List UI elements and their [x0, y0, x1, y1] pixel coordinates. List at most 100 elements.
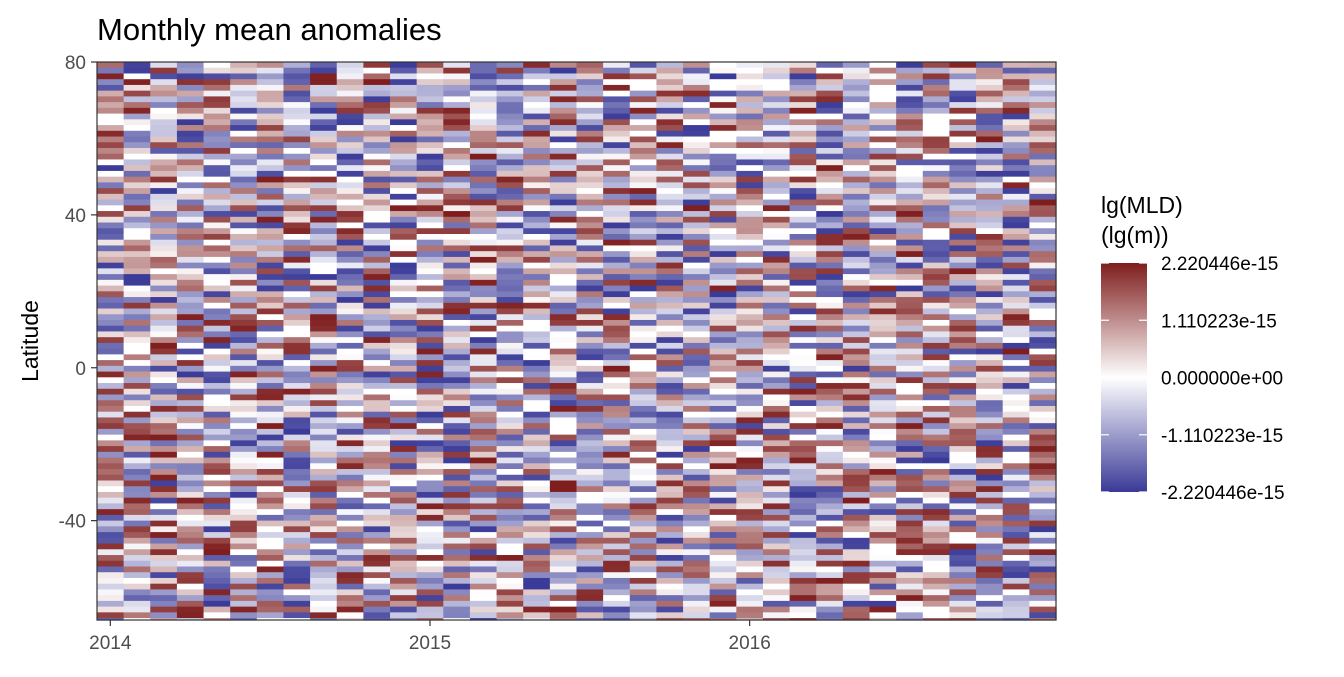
heat-cell [842, 595, 871, 602]
heat-cell [150, 291, 178, 298]
heat-cell [363, 165, 391, 172]
heat-cell [203, 228, 231, 235]
heat-cell [949, 400, 977, 407]
heat-cell [443, 360, 471, 367]
heat-cell [310, 383, 338, 390]
heat-cell [443, 125, 471, 132]
heat-cell [230, 233, 258, 241]
heat-cell [869, 279, 897, 287]
heat-cell [523, 182, 551, 189]
heat-cell [816, 572, 844, 579]
heat-cell [789, 274, 817, 281]
heat-cell [390, 360, 418, 367]
heat-cell [1002, 79, 1030, 86]
heat-cell [922, 405, 951, 413]
heat-cell [896, 73, 924, 80]
heat-cell [1002, 365, 1030, 373]
heat-cell [390, 268, 418, 275]
heat-cell [709, 279, 737, 287]
heat-cell [123, 491, 151, 499]
heat-cell [123, 377, 151, 384]
heat-cell [310, 463, 338, 470]
heat-cell [203, 199, 231, 206]
heat-cell [896, 589, 924, 596]
heat-cell [523, 577, 551, 585]
heat-cell [97, 388, 125, 396]
heat-cell [949, 360, 977, 367]
heat-cell [390, 618, 418, 621]
heat-cell [176, 188, 205, 195]
heat-cell [736, 543, 764, 550]
heat-cell [869, 125, 897, 132]
heat-cell [230, 451, 258, 459]
heat-cell [603, 107, 631, 115]
heat-cell [709, 469, 737, 476]
heat-cell [469, 119, 498, 126]
heat-cell [736, 526, 764, 533]
heat-cell [390, 600, 418, 608]
heat-cell [97, 543, 125, 550]
heat-cell [709, 182, 737, 189]
heat-cell [203, 165, 231, 172]
heat-cell [656, 440, 684, 447]
heat-cell [363, 256, 391, 264]
heat-cell [123, 170, 151, 178]
heat-cell [976, 371, 1004, 378]
heat-cell [230, 245, 258, 252]
heat-cell [709, 222, 737, 229]
heat-cell [443, 233, 471, 241]
heat-cell [736, 130, 764, 138]
heat-cell [230, 520, 258, 527]
heat-cell [150, 491, 178, 499]
heat-cell [363, 474, 391, 482]
heat-cell [203, 423, 231, 430]
heat-cell [603, 463, 631, 470]
heat-cell [256, 62, 285, 69]
heat-cell [443, 480, 471, 487]
heat-cell [922, 595, 951, 602]
heat-cell [709, 67, 737, 75]
heat-cell [416, 606, 444, 613]
heat-cell [762, 491, 791, 499]
heat-cell [922, 463, 951, 470]
heat-cell [603, 612, 631, 619]
heat-cell [310, 308, 338, 315]
heat-cell [150, 589, 178, 596]
heat-cell [949, 469, 977, 476]
heat-cell [816, 73, 844, 80]
heat-cell [1029, 354, 1057, 361]
heat-cell [363, 193, 391, 201]
heat-cell [310, 90, 338, 97]
heat-cell [1029, 136, 1057, 143]
heat-cell [390, 566, 418, 573]
heat-cell [496, 274, 524, 281]
heat-cell [896, 537, 924, 545]
heat-cell [709, 211, 737, 218]
heat-cell [203, 537, 231, 545]
heat-cell [762, 176, 791, 183]
heat-cell [496, 549, 524, 556]
heat-cell [150, 566, 178, 573]
heat-cell [176, 159, 205, 166]
heat-cell [523, 595, 551, 602]
heat-cell [869, 199, 897, 206]
heat-cell [1002, 119, 1030, 126]
heat-cell [443, 600, 471, 608]
heat-cell [1002, 589, 1030, 596]
heat-cell [523, 486, 551, 493]
heat-cell [789, 125, 817, 132]
heat-cell [869, 211, 897, 218]
heat-cell [656, 96, 684, 103]
heat-cell [363, 423, 391, 430]
heat-cell [416, 73, 444, 80]
heat-cell [256, 572, 285, 579]
heat-cell [816, 165, 844, 172]
heat-cell [363, 440, 391, 447]
heat-cell [203, 268, 231, 275]
heat-cell [949, 268, 977, 275]
heat-cell [736, 285, 764, 292]
heat-cell [922, 73, 951, 80]
heat-cell [816, 440, 844, 447]
heat-cell [469, 205, 498, 212]
heat-cell [390, 354, 418, 361]
